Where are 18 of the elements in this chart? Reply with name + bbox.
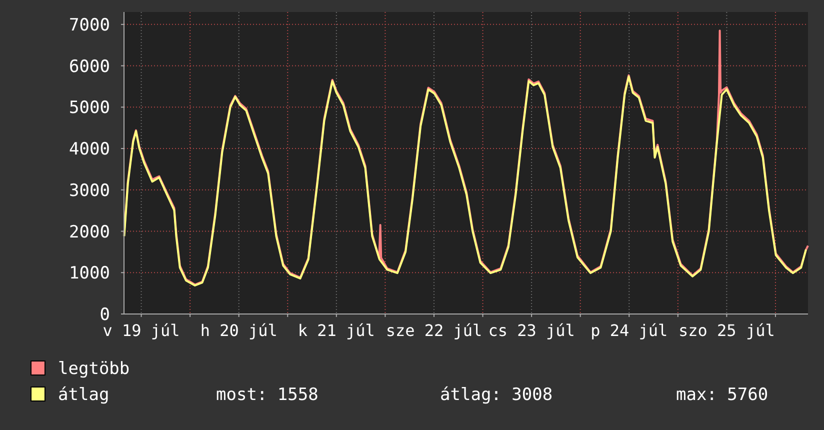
legend-label: legtöbb: [58, 359, 130, 379]
x-tick-label: sze 22 júl: [386, 321, 482, 340]
y-tick-label: 4000: [69, 140, 110, 160]
text: most: 1558: [216, 385, 318, 405]
y-tick-label: 5000: [69, 98, 110, 118]
x-tick-label: h 20 júl: [200, 321, 278, 340]
y-tick-label: 1000: [69, 264, 110, 284]
x-tick-label: cs 23 júl: [488, 321, 575, 340]
legend-label: átlag: [58, 385, 110, 405]
y-tick-label: 3000: [69, 180, 110, 201]
y-tick-label: 2000: [69, 222, 110, 242]
x-tick-label: k 21 júl: [298, 321, 375, 340]
y-tick-label: 6000: [69, 56, 110, 77]
x-tick-label: p 24 júl: [590, 321, 668, 340]
text: átlag: 3008: [440, 385, 553, 405]
text: max: 5760: [676, 385, 768, 405]
y-tick-label: 7000: [69, 15, 110, 36]
x-tick-label: szo 25 júl: [678, 321, 775, 340]
